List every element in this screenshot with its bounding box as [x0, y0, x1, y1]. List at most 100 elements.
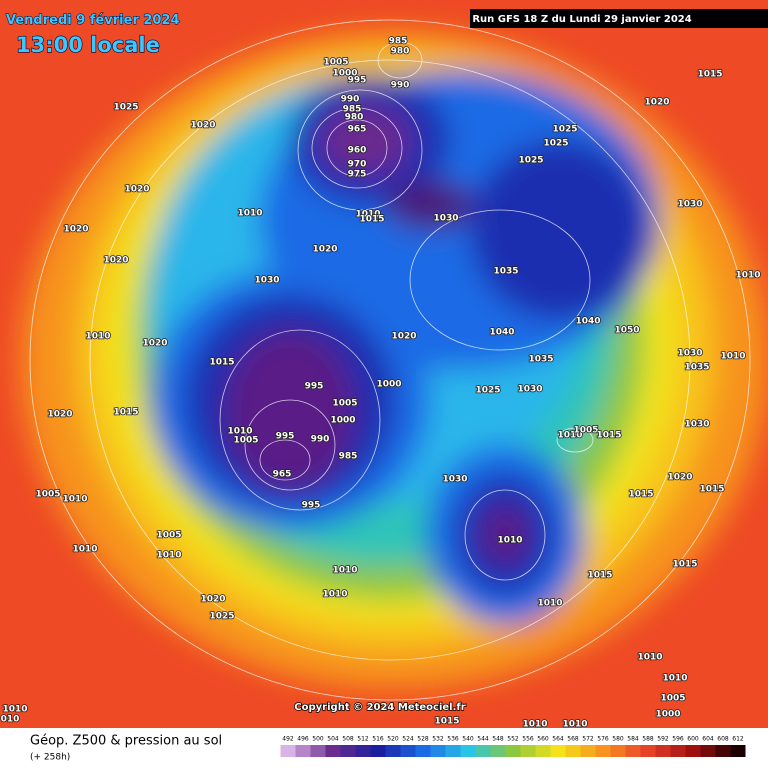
isobar-label: 1020 [391, 332, 416, 342]
isobar-label: 990 [391, 81, 410, 91]
colorbar-swatch [625, 745, 641, 757]
colorbar-swatch [715, 745, 731, 757]
colorbar-swatch [445, 745, 461, 757]
isobar-label: 1010 [562, 720, 587, 730]
isobar-label: 1025 [209, 612, 234, 622]
colorbar-swatch [730, 745, 746, 757]
isobar-label: 990 [341, 95, 360, 105]
isobar-label: 1020 [312, 245, 337, 255]
isobar-label: 965 [273, 470, 292, 480]
colorbar-swatch [415, 745, 431, 757]
isobar-label: 1040 [489, 328, 514, 338]
isobar-label: 1015 [587, 571, 612, 581]
isobar-label: 1035 [528, 355, 553, 365]
isobar-label: 1035 [493, 267, 518, 277]
colorbar-swatch [460, 745, 476, 757]
isobar-label: 1010 [156, 551, 181, 561]
colorbar-swatch [310, 745, 326, 757]
colorbar-swatch [355, 745, 371, 757]
colorbar-tick-label: 592 [657, 736, 669, 743]
isobar-label: 1000 [655, 710, 680, 720]
isobar-label: 1000 [376, 380, 401, 390]
colorbar-swatch [490, 745, 506, 757]
isobar-label: 1015 [359, 215, 384, 225]
colorbar-tick-label: 608 [717, 736, 729, 743]
isobar-label: 995 [305, 382, 324, 392]
field [0, 0, 768, 728]
isobar-label: 1000 [330, 416, 355, 426]
isobar-label: 1010 [557, 431, 582, 441]
colorbar-tick-label: 568 [567, 736, 579, 743]
colorbar-swatch [400, 745, 416, 757]
isobar-label: 1010 [85, 332, 110, 342]
isobar-label: 1010 [355, 210, 380, 220]
isobar-label: 1025 [475, 386, 500, 396]
colorbar-swatch [385, 745, 401, 757]
colorbar-tick-label: 584 [627, 736, 639, 743]
isobar-label: 1030 [517, 385, 542, 395]
colorbar-tick-label: 504 [327, 736, 339, 743]
colorbar-swatch [580, 745, 596, 757]
colorbar-swatch [610, 745, 626, 757]
colorbar-swatch [430, 745, 446, 757]
colorbar-tick-label: 576 [597, 736, 609, 743]
colorbar-tick-label: 548 [492, 736, 504, 743]
isobar-label: 1015 [434, 717, 459, 727]
isobar-label: 1010 [227, 427, 252, 437]
isobar-label: 1020 [644, 98, 669, 108]
colorbar-swatch [520, 745, 536, 757]
colorbar-tick-label: 604 [702, 736, 714, 743]
isobar-label: 1005 [323, 58, 348, 68]
isobars [29, 19, 751, 701]
footer-title: Géop. Z500 & pression au sol [30, 734, 222, 749]
isobar-label: 1020 [124, 185, 149, 195]
colorbar-tick-label: 496 [297, 736, 309, 743]
colorbar-tick-label: 572 [582, 736, 594, 743]
isobar-label: 965 [348, 125, 367, 135]
isobar-label: 1010 [2, 705, 27, 715]
isobar-label: 1030 [684, 420, 709, 430]
colorbar-tick-label: 564 [552, 736, 564, 743]
isobar-label: 1015 [697, 70, 722, 80]
isobar-label: 980 [391, 47, 410, 57]
colorbar-tick-label: 512 [357, 736, 369, 743]
colorbar-tick-label: 544 [477, 736, 489, 743]
isobar-label: 1010 [62, 495, 87, 505]
isobar-label: 985 [389, 37, 408, 47]
isobar-label: 010 [1, 715, 20, 725]
colorbar-swatch [670, 745, 686, 757]
isobar-label: 1030 [677, 349, 702, 359]
isobar-label: 1025 [552, 125, 577, 135]
isobar-label: 1020 [190, 121, 215, 131]
copyright: Copyright © 2024 Meteociel.fr [294, 702, 465, 713]
isobar-label: 1025 [113, 103, 138, 113]
isobar-label: 1005 [156, 531, 181, 541]
isobar-label: 1015 [596, 431, 621, 441]
colorbar-swatch [325, 745, 341, 757]
isobar-label: 1030 [677, 200, 702, 210]
isobar-label: 1015 [672, 560, 697, 570]
isobar-label: 990 [311, 435, 330, 445]
colorbar-swatch [295, 745, 311, 757]
isobar-label: 1010 [537, 599, 562, 609]
isobar-label: 1020 [103, 256, 128, 266]
colorbar-tick-label: 532 [432, 736, 444, 743]
isobar-label: 1015 [628, 490, 653, 500]
isobar-label: 1005 [233, 436, 258, 446]
isobar-label: 1030 [433, 214, 458, 224]
colorbar-tick-label: 492 [282, 736, 294, 743]
colorbar-tick-label: 560 [537, 736, 549, 743]
colorbar-swatch [595, 745, 611, 757]
colorbar-swatch [475, 745, 491, 757]
colorbar-tick-label: 552 [507, 736, 519, 743]
isobar-label: 1010 [637, 653, 662, 663]
colorbar: 492 496 500 504 508 512 516 520 524 528 532 536 540 5… [280, 736, 746, 757]
colorbar-tick-label: 528 [417, 736, 429, 743]
colorbar-swatch [280, 745, 296, 757]
isobar-label: 1005 [35, 490, 60, 500]
isobar-label: 1005 [332, 399, 357, 409]
isobar-label: 970 [348, 160, 367, 170]
